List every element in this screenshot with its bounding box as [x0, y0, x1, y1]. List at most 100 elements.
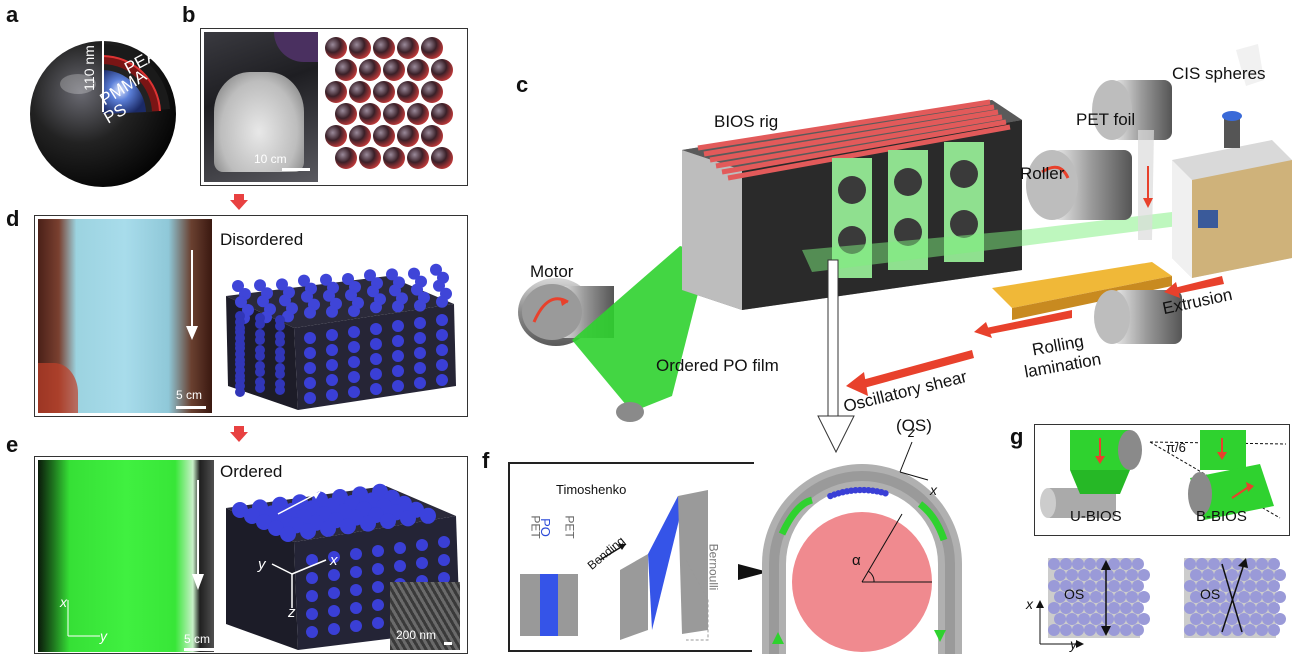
lattice-sphere [1054, 613, 1066, 625]
inner-roller-end [950, 160, 978, 188]
disordered-film-photo [38, 219, 212, 413]
ordered-sphere [350, 602, 362, 614]
lattice-sphere [1078, 613, 1090, 625]
ordered-sphere [280, 526, 296, 542]
lattice-sphere [1108, 580, 1120, 592]
lattice-sphere [1090, 591, 1102, 603]
disordered-sphere [370, 338, 382, 350]
lattice-sphere [1268, 602, 1280, 614]
lattice-sphere [1048, 602, 1060, 614]
lattice-sphere [1132, 580, 1144, 592]
lattice-sphere [1048, 580, 1060, 592]
disordered-sphere [392, 380, 404, 392]
disordered-sphere [370, 301, 382, 314]
scalebar-d-label: 5 cm [176, 388, 203, 402]
disordered-sphere [392, 300, 404, 313]
lattice-sphere [1250, 613, 1262, 625]
disordered-sphere [414, 362, 426, 374]
down-white-arrow-head [817, 415, 855, 454]
disordered-sphere [257, 295, 269, 308]
inner-roller-end [950, 210, 978, 238]
ordered-sphere [394, 560, 406, 572]
lattice-sphere [1208, 580, 1220, 592]
axis-z-block-label: z [288, 604, 296, 621]
layer-pet-right [558, 574, 578, 636]
xy-axes-g [1036, 600, 1084, 648]
label-cis-spheres: CIS spheres [1172, 64, 1266, 83]
lattice-sphere [1072, 624, 1084, 636]
label-roller: Roller [1020, 164, 1065, 183]
panel-label-f: f [482, 448, 490, 473]
sem-inset [390, 582, 460, 650]
label-os-right: OS [1200, 586, 1221, 602]
lattice-sphere [1190, 591, 1202, 603]
disordered-sphere [433, 279, 445, 292]
lattice-sphere [1268, 580, 1280, 592]
lattice-sphere [1108, 558, 1120, 570]
label-po: PO [537, 518, 553, 537]
ordered-sphere [320, 520, 336, 537]
lattice-sphere [1190, 613, 1202, 625]
disordered-sphere [255, 319, 265, 329]
disordered-sphere [326, 329, 338, 341]
disordered-sphere [370, 323, 382, 335]
label-motor: Motor [530, 262, 574, 281]
ordered-sphere [372, 581, 384, 593]
label-bios-rig: BIOS rig [714, 112, 779, 131]
cluster-sphere [407, 59, 429, 81]
disordered-sphere [436, 314, 448, 326]
scalebar-e [184, 648, 214, 651]
panel-label-e: e [6, 432, 19, 457]
lattice-sphere [1054, 591, 1066, 603]
scalebar-e-label: 5 cm [184, 632, 211, 646]
lattice-sphere [1132, 602, 1144, 614]
ordered-sphere [340, 518, 356, 535]
scalebar-b-label: 10 cm [254, 152, 287, 166]
disordered-sphere [275, 369, 285, 379]
lattice-sphere [1102, 613, 1114, 625]
axis-y-block-label: y [258, 556, 266, 573]
axis-x-f-label: x [930, 482, 937, 498]
ordered-sphere [328, 569, 340, 581]
lattice-sphere [1244, 602, 1256, 614]
lattice-sphere [1048, 558, 1060, 570]
cluster-sphere [359, 59, 381, 81]
lattice-sphere [1072, 602, 1084, 614]
ordered-sphere [328, 551, 340, 563]
disordered-sphere [326, 305, 338, 318]
disordered-sphere [414, 347, 426, 359]
ordered-sphere [372, 545, 384, 557]
disordered-sphere [348, 371, 360, 383]
lattice-sphere [1102, 591, 1114, 603]
disordered-sphere [348, 305, 360, 317]
rig-heating-bar [721, 119, 1007, 175]
ordered-sphere [420, 507, 436, 524]
lattice-sphere [1256, 624, 1268, 636]
ordered-sphere [350, 620, 362, 632]
state-disordered-label: Disordered [220, 230, 304, 249]
lattice-sphere [1256, 558, 1268, 570]
lattice-sphere [1120, 602, 1132, 614]
lattice-sphere [1184, 624, 1196, 636]
label-u-bios: U-BIOS [1070, 508, 1122, 525]
disordered-sphere [326, 374, 338, 386]
axis-x-photo-label: x [60, 594, 67, 610]
lattice-sphere [1274, 613, 1286, 625]
lattice-sphere [1114, 613, 1126, 625]
cluster-sphere [373, 37, 395, 59]
ordered-sphere [268, 520, 284, 536]
down-arrow-bd-head [230, 200, 248, 210]
axis-x-block-label: x [330, 552, 338, 569]
label-os: (OS) [896, 416, 932, 435]
ordered-sphere [438, 536, 450, 548]
disordered-sphere [304, 392, 316, 404]
ordered-film-photo [38, 460, 214, 652]
lattice-sphere [1072, 558, 1084, 570]
dimension-label: 110 nm [80, 45, 97, 91]
label-pet-foil: PET foil [1076, 110, 1136, 129]
disordered-sphere [370, 383, 382, 395]
beam-bending-diagram [599, 490, 709, 641]
disordered-sphere [282, 310, 294, 323]
lattice-sphere [1054, 569, 1066, 581]
lattice-sphere [1202, 569, 1214, 581]
